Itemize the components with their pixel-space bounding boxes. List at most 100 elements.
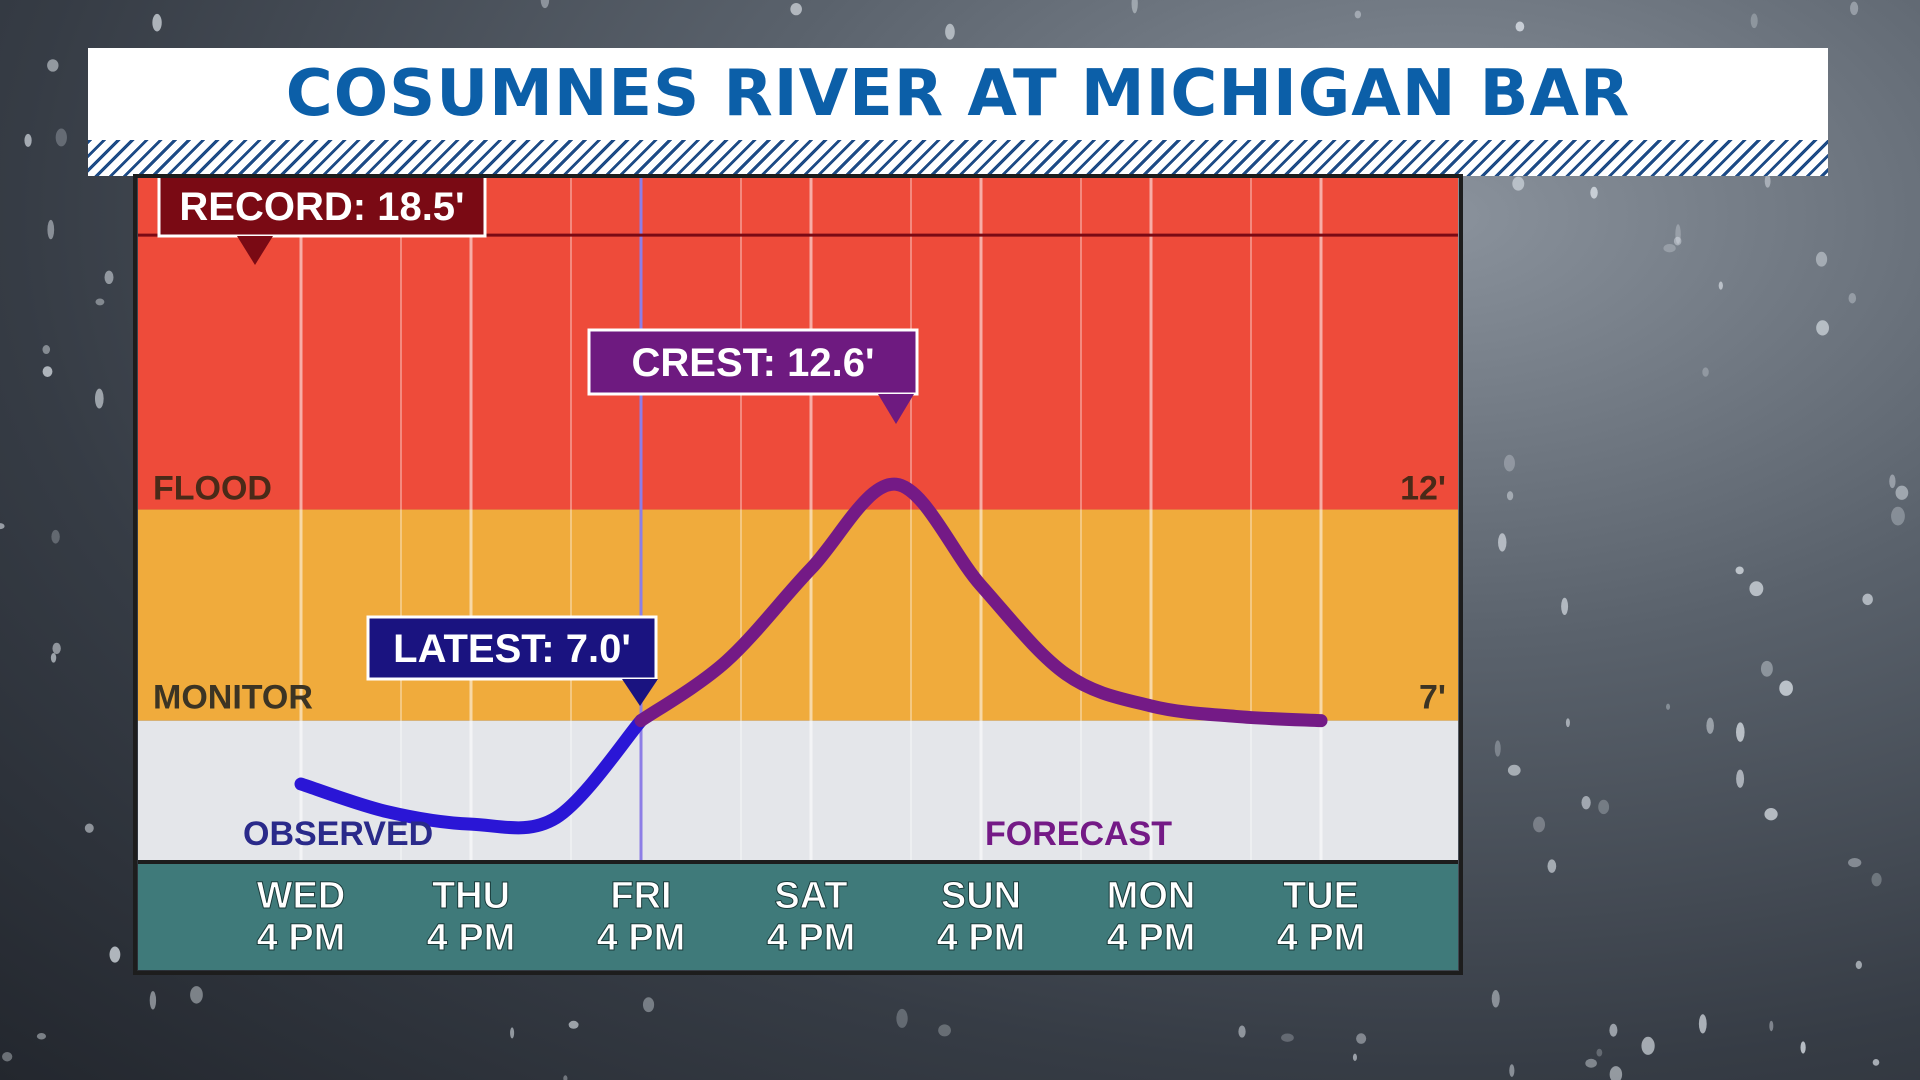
latest-callout-box — [366, 615, 658, 681]
x-tick-day-sat: SAT — [774, 875, 847, 917]
rain-drop — [1663, 244, 1676, 253]
x-tick-time-tue: 4 PM — [1277, 917, 1366, 959]
rain-drop — [47, 219, 55, 240]
flood-stage-label: FLOOD — [153, 470, 272, 508]
rain-drop — [1354, 10, 1362, 19]
rain-drop — [568, 1020, 579, 1029]
x-tick-day-mon: MON — [1107, 875, 1196, 917]
rain-drop — [1494, 740, 1501, 757]
rain-drop — [1889, 474, 1896, 489]
x-tick-time-sat: 4 PM — [767, 917, 856, 959]
x-tick-time-mon: 4 PM — [1107, 917, 1196, 959]
x-axis-band — [138, 862, 1458, 970]
rain-drop — [152, 13, 162, 32]
rain-drop — [24, 133, 32, 147]
rain-drop — [190, 986, 203, 1004]
rain-drop — [36, 1033, 47, 1040]
rain-drop — [0, 523, 5, 530]
rain-drop — [1706, 717, 1714, 734]
title-hatch-stripe — [88, 140, 1828, 176]
x-tick-day-tue: TUE — [1283, 875, 1359, 917]
crest-callout-label: CREST: 12.6' — [632, 341, 875, 385]
rain-drop — [2, 1051, 13, 1062]
rain-drop — [1512, 176, 1525, 191]
chart-title: COSUMNES RIVER AT MICHIGAN BAR — [285, 57, 1631, 131]
rain-drop — [1666, 703, 1671, 710]
rain-drop — [1598, 799, 1610, 815]
rain-drop — [84, 823, 94, 833]
x-tick-day-fri: FRI — [610, 875, 671, 917]
rain-drop — [104, 270, 114, 285]
rain-drop — [1750, 13, 1758, 29]
rain-drop — [1281, 1033, 1294, 1042]
chart-frame-border — [133, 174, 1463, 975]
rain-drop — [1498, 533, 1507, 552]
rain-drop — [945, 23, 955, 40]
rain-drop — [1609, 1066, 1623, 1080]
rain-drop — [1779, 680, 1793, 696]
rain-drop — [42, 366, 53, 377]
rain-drop — [1764, 808, 1778, 821]
rain-drop — [1507, 764, 1521, 776]
rain-drop — [109, 946, 121, 963]
rain-drop — [1515, 21, 1525, 32]
latest-callout-pointer — [622, 679, 658, 706]
latest-callout-label: LATEST: 7.0' — [393, 627, 631, 671]
rain-drop — [1895, 485, 1909, 500]
rain-drop — [1581, 795, 1591, 810]
x-tick-time-sun: 4 PM — [937, 917, 1026, 959]
rain-drop — [1585, 1058, 1597, 1068]
monitor-stage-label: MONITOR — [153, 679, 313, 717]
x-tick-time-wed: 4 PM — [257, 917, 346, 959]
stage-band-normal — [138, 720, 1458, 860]
monitor-stage-value: 7' — [1419, 679, 1446, 717]
rain-drop — [1760, 660, 1773, 677]
rain-drop — [563, 1075, 568, 1080]
title-banner: COSUMNES RIVER AT MICHIGAN BAR — [88, 48, 1828, 140]
rain-drop — [1872, 1058, 1880, 1066]
rain-drop — [540, 0, 550, 9]
series-label-forecast: FORECAST — [985, 815, 1172, 853]
x-tick-day-thu: THU — [432, 875, 510, 917]
rain-drop — [1675, 224, 1681, 244]
rain-drop — [790, 2, 802, 16]
series-label-observed: OBSERVED — [243, 815, 433, 853]
flood-stage-value: 12' — [1400, 470, 1446, 508]
rain-drop — [1718, 281, 1723, 290]
rain-drop — [1862, 593, 1873, 606]
rain-drop — [1769, 1020, 1774, 1032]
crest-callout-pointer — [878, 394, 914, 424]
rain-drop — [1641, 1036, 1655, 1055]
x-tick-time-fri: 4 PM — [597, 917, 686, 959]
rain-drop — [1356, 1033, 1367, 1044]
stage-band-monitor — [138, 509, 1458, 721]
rain-drop — [50, 652, 57, 663]
rain-drop — [55, 128, 67, 147]
record-callout-label: RECORD: 18.5' — [179, 185, 464, 229]
rain-drop — [1533, 816, 1546, 833]
rain-drop — [1491, 989, 1500, 1008]
rain-drop — [1698, 1014, 1707, 1034]
rain-drop — [1764, 174, 1771, 188]
rain-drop — [1891, 506, 1905, 526]
rain-drop — [1816, 320, 1829, 336]
rain-drop — [1590, 186, 1598, 199]
rain-drop — [1596, 1048, 1603, 1057]
rain-drop — [1561, 597, 1569, 616]
rain-drop — [1509, 1064, 1515, 1077]
rain-drop — [1352, 1053, 1357, 1062]
rain-drop — [149, 991, 157, 1010]
rain-drop — [1815, 251, 1828, 267]
rain-drop — [1848, 292, 1857, 304]
rain-drop — [94, 388, 104, 409]
rain-drop — [1547, 859, 1557, 873]
record-callout-pointer — [237, 236, 273, 265]
rain-drop — [642, 997, 655, 1013]
x-tick-time-thu: 4 PM — [427, 917, 516, 959]
series-line-forecast — [634, 477, 1328, 728]
rain-drop — [938, 1024, 951, 1037]
rain-drop — [47, 59, 59, 72]
rain-drop — [896, 1008, 908, 1028]
rain-drop — [1702, 367, 1709, 377]
